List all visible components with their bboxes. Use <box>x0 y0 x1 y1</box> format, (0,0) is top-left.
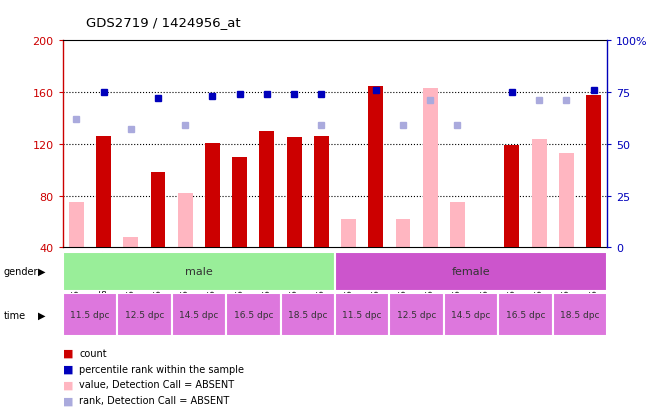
Text: count: count <box>79 348 107 358</box>
Bar <box>63 293 117 337</box>
Bar <box>450 203 465 248</box>
Text: 16.5 dpc: 16.5 dpc <box>506 311 545 319</box>
Bar <box>172 293 226 337</box>
Bar <box>395 219 411 248</box>
Bar <box>498 293 553 337</box>
Text: percentile rank within the sample: percentile rank within the sample <box>79 364 244 374</box>
Text: 12.5 dpc: 12.5 dpc <box>125 311 164 319</box>
Bar <box>586 95 601 248</box>
Bar <box>423 89 438 248</box>
Bar <box>232 157 247 248</box>
Text: ▶: ▶ <box>38 310 46 320</box>
Bar <box>314 137 329 248</box>
Bar <box>150 173 166 248</box>
Bar <box>69 203 84 248</box>
Bar <box>286 138 302 248</box>
Text: GDS2719 / 1424956_at: GDS2719 / 1424956_at <box>86 16 240 29</box>
Bar <box>280 293 335 337</box>
Text: ■: ■ <box>63 364 73 374</box>
Text: value, Detection Call = ABSENT: value, Detection Call = ABSENT <box>79 380 234 389</box>
Text: 11.5 dpc: 11.5 dpc <box>343 311 382 319</box>
Text: male: male <box>185 266 213 277</box>
Bar <box>335 252 607 291</box>
Bar <box>553 293 607 337</box>
Bar <box>389 293 444 337</box>
Bar <box>504 146 519 248</box>
Bar <box>368 86 383 248</box>
Text: 18.5 dpc: 18.5 dpc <box>560 311 600 319</box>
Text: 12.5 dpc: 12.5 dpc <box>397 311 436 319</box>
Bar <box>341 219 356 248</box>
Bar <box>226 293 280 337</box>
Text: ■: ■ <box>63 395 73 405</box>
Text: rank, Detection Call = ABSENT: rank, Detection Call = ABSENT <box>79 395 230 405</box>
Bar <box>259 132 275 248</box>
Text: time: time <box>3 310 26 320</box>
Text: 14.5 dpc: 14.5 dpc <box>451 311 491 319</box>
Bar <box>335 293 389 337</box>
Bar <box>532 140 546 248</box>
Bar <box>205 143 220 248</box>
Bar <box>444 293 498 337</box>
Text: 11.5 dpc: 11.5 dpc <box>70 311 110 319</box>
Bar <box>178 194 193 248</box>
Text: gender: gender <box>3 266 38 277</box>
Bar <box>123 237 138 248</box>
Text: female: female <box>451 266 490 277</box>
Bar <box>117 293 172 337</box>
Text: ▶: ▶ <box>38 266 46 277</box>
Text: 18.5 dpc: 18.5 dpc <box>288 311 327 319</box>
Text: ■: ■ <box>63 348 73 358</box>
Text: ■: ■ <box>63 380 73 389</box>
Bar <box>559 154 574 248</box>
Text: 14.5 dpc: 14.5 dpc <box>179 311 218 319</box>
Bar <box>63 252 335 291</box>
Text: 16.5 dpc: 16.5 dpc <box>234 311 273 319</box>
Bar <box>96 137 111 248</box>
